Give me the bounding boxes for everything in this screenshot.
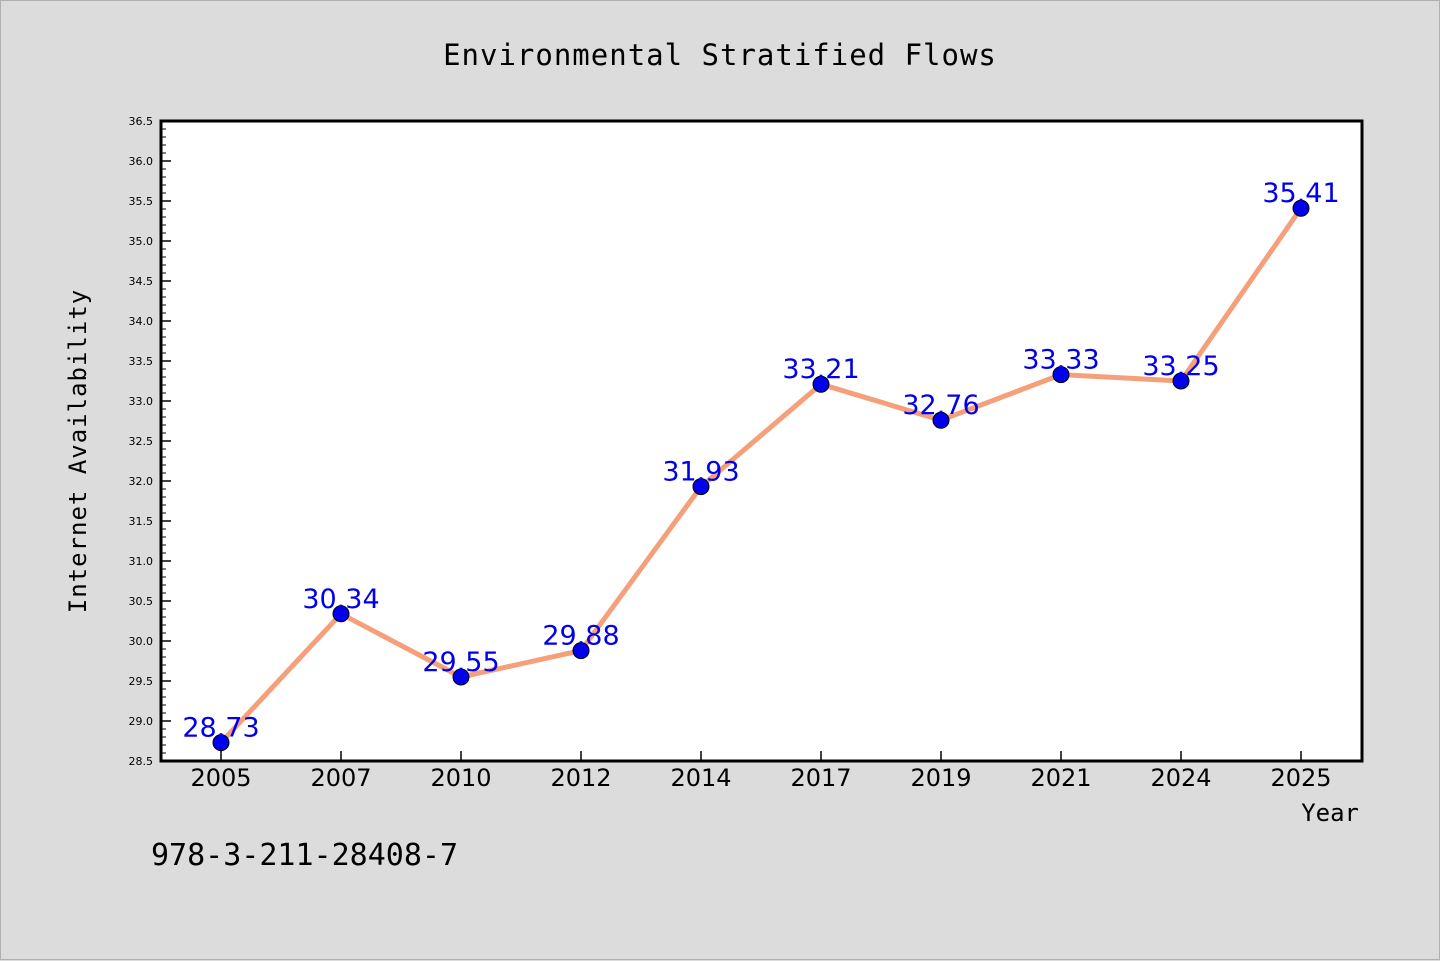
series-line xyxy=(218,205,1304,746)
data-point xyxy=(1172,372,1190,390)
y-tick-label: 31.5 xyxy=(129,515,154,528)
y-tick-label: 31.0 xyxy=(129,555,154,568)
data-label: 32.76 xyxy=(902,390,979,421)
y-tick-label: 30.0 xyxy=(129,635,154,648)
x-tick-label: 2010 xyxy=(430,764,491,792)
chart-title: Environmental Stratified Flows xyxy=(443,38,997,72)
y-tick-label: 35.0 xyxy=(129,235,154,248)
y-axis-label: Internet Availability xyxy=(64,289,92,613)
data-label: 33.25 xyxy=(1142,351,1219,382)
y-tick-label: 32.0 xyxy=(129,475,154,488)
y-tick-label: 30.5 xyxy=(129,595,154,608)
y-tick-label: 34.5 xyxy=(129,275,154,288)
data-label: 29.88 xyxy=(542,621,619,652)
data-point xyxy=(572,642,590,660)
y-tick-label: 34.0 xyxy=(129,315,154,328)
x-tick-label: 2014 xyxy=(670,764,731,792)
y-tick-label: 28.5 xyxy=(129,755,154,768)
data-label: 35.41 xyxy=(1262,178,1339,209)
data-point xyxy=(932,411,950,429)
data-points xyxy=(212,199,1310,752)
y-tick-label: 36.5 xyxy=(129,115,154,128)
y-tick-label: 33.0 xyxy=(129,395,154,408)
series-line-group xyxy=(218,205,1304,746)
x-tick-label: 2021 xyxy=(1030,764,1091,792)
x-tick-label: 2024 xyxy=(1150,764,1211,792)
plot-area xyxy=(159,119,1364,763)
y-tick-label: 33.5 xyxy=(129,355,154,368)
y-tick-label: 29.5 xyxy=(129,675,154,688)
data-label: 33.21 xyxy=(782,354,859,385)
data-point xyxy=(692,478,710,496)
data-label: 31.93 xyxy=(662,457,739,488)
y-tick-label: 29.0 xyxy=(129,715,154,728)
y-tick-label: 32.5 xyxy=(129,435,154,448)
x-tick-label: 2019 xyxy=(910,764,971,792)
data-point xyxy=(212,734,230,752)
x-axis-ticks: 2005 2007 2010 2012 2014 2017 2019 2021 2024 2025 xyxy=(190,751,1332,792)
data-point xyxy=(452,668,470,686)
data-point xyxy=(1052,366,1070,384)
y-tick-label: 36.0 xyxy=(129,155,154,168)
data-label: 30.34 xyxy=(302,584,379,615)
x-tick-label: 2017 xyxy=(790,764,851,792)
x-tick-label: 2005 xyxy=(190,764,251,792)
x-tick-label: 2007 xyxy=(310,764,371,792)
x-tick-label: 2012 xyxy=(550,764,611,792)
data-label: 33.33 xyxy=(1022,345,1099,376)
y-tick-label: 35.5 xyxy=(129,195,154,208)
data-point xyxy=(332,605,350,623)
x-axis-label: Year xyxy=(1301,799,1359,827)
data-point xyxy=(1292,199,1310,217)
x-tick-label: 2025 xyxy=(1270,764,1331,792)
data-label: 29.55 xyxy=(422,647,499,678)
footer-code: 978-3-211-28408-7 xyxy=(151,838,458,873)
data-labels: 28.73 30.34 29.55 29.88 31.93 33.21 32.76 33.33… xyxy=(182,178,1339,743)
y-axis-ticks: 28.5 29.0 29.5 30.0 30.5 31.0 31.5 32.0 32.5 33.0… xyxy=(129,115,171,768)
data-point xyxy=(812,375,830,393)
data-label: 28.73 xyxy=(182,713,259,744)
